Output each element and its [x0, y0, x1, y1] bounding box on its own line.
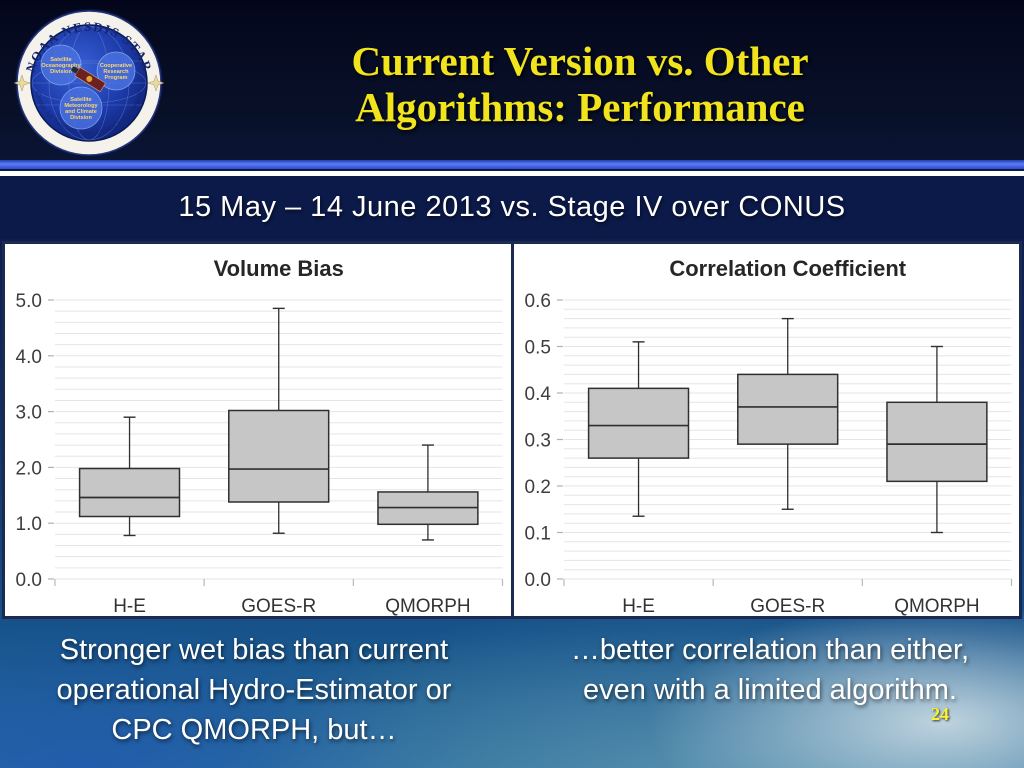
- logo-circle1-line: Oceanography: [41, 63, 81, 69]
- subtitle-text: 15 May – 14 June 2013 vs. Stage IV over …: [178, 191, 846, 223]
- svg-text:0.0: 0.0: [16, 570, 42, 591]
- svg-text:0.3: 0.3: [524, 430, 550, 451]
- svg-text:QMORPH: QMORPH: [894, 596, 979, 616]
- svg-text:0.0: 0.0: [524, 570, 550, 591]
- slide-title-line2: Algorithms: Performance: [355, 84, 805, 130]
- logo-star-icons: [14, 74, 164, 92]
- svg-text:H-E: H-E: [622, 596, 655, 616]
- svg-text:0.2: 0.2: [524, 477, 550, 498]
- logo-circle2-line: Research: [103, 69, 129, 75]
- note-left-line2: operational Hydro-Estimator or: [56, 674, 452, 706]
- note-left: Stronger wet bias than current operation…: [8, 630, 500, 750]
- accent-bar: [0, 160, 1024, 169]
- slide-title-line1: Current Version vs. Other: [351, 38, 809, 84]
- divider-line: [0, 171, 1024, 176]
- svg-text:H-E: H-E: [113, 596, 146, 616]
- slide-title: Current Version vs. Other Algorithms: Pe…: [180, 38, 980, 130]
- svg-text:GOES-R: GOES-R: [241, 596, 316, 616]
- header-banner: NOAA NESDIS STAR Center for Satellite Ap…: [0, 0, 1024, 160]
- logo-circle1-line: Division: [50, 69, 72, 75]
- svg-text:2.0: 2.0: [16, 458, 42, 479]
- logo-division-circles: Satellite Oceanography Division Cooperat…: [40, 44, 136, 130]
- svg-text:Volume Bias: Volume Bias: [214, 256, 344, 281]
- page-number: 24: [931, 704, 949, 724]
- svg-text:5.0: 5.0: [16, 291, 42, 312]
- logo-circle1-line: Satellite: [50, 57, 71, 63]
- note-left-line3: CPC QMORPH, but…: [111, 714, 397, 746]
- volume-bias-boxplot-svg: Volume Bias 0.0 1.0 2.0 3.0 4.0 5.0 H-E GOES-R QM…: [16, 256, 504, 616]
- note-left-line1: Stronger wet bias than current: [59, 634, 449, 666]
- charts-panel: Volume Bias 0.0 1.0 2.0 3.0 4.0 5.0 H-E GOES-R QM…: [2, 241, 1022, 619]
- svg-text:0.5: 0.5: [524, 337, 550, 358]
- logo-circle3-line: Meteorology: [64, 103, 98, 109]
- logo-circle3-line: Satellite: [70, 97, 91, 103]
- svg-text:0.6: 0.6: [524, 291, 550, 312]
- svg-text:1.0: 1.0: [16, 514, 42, 535]
- volume-bias-chart: Volume Bias 0.0 1.0 2.0 3.0 4.0 5.0 H-E GOES-R QM…: [5, 244, 514, 616]
- logo-satellite-icon: [71, 66, 106, 93]
- svg-text:4.0: 4.0: [16, 347, 42, 368]
- logo-circle3-line: Division: [70, 115, 92, 121]
- svg-text:Correlation Coefficient: Correlation Coefficient: [669, 256, 906, 281]
- logo-circle2-line: Program: [104, 75, 127, 81]
- svg-text:0.4: 0.4: [524, 384, 550, 405]
- svg-text:GOES-R: GOES-R: [750, 596, 825, 616]
- subtitle-banner: 15 May – 14 June 2013 vs. Stage IV over …: [0, 176, 1024, 239]
- note-right-line2: even with a limited algorithm.: [583, 674, 957, 706]
- note-right-line1: …better correlation than either,: [570, 634, 970, 666]
- svg-text:QMORPH: QMORPH: [385, 596, 470, 616]
- svg-text:0.1: 0.1: [524, 523, 550, 544]
- svg-text:3.0: 3.0: [16, 403, 42, 424]
- noaa-nesdis-star-logo-icon: NOAA NESDIS STAR Center for Satellite Ap…: [14, 9, 164, 157]
- correlation-coefficient-boxplot-svg: Correlation Coefficient 0.0 0.1 0.2 0.3 0.4 0.…: [524, 256, 1012, 616]
- logo-circle3-line: and Climate: [65, 109, 97, 115]
- note-right: …better correlation than either, even wi…: [524, 630, 1016, 710]
- correlation-coefficient-chart: Correlation Coefficient 0.0 0.1 0.2 0.3 0.4 0.…: [514, 244, 1020, 616]
- logo-circle2-line: Cooperative: [100, 63, 132, 69]
